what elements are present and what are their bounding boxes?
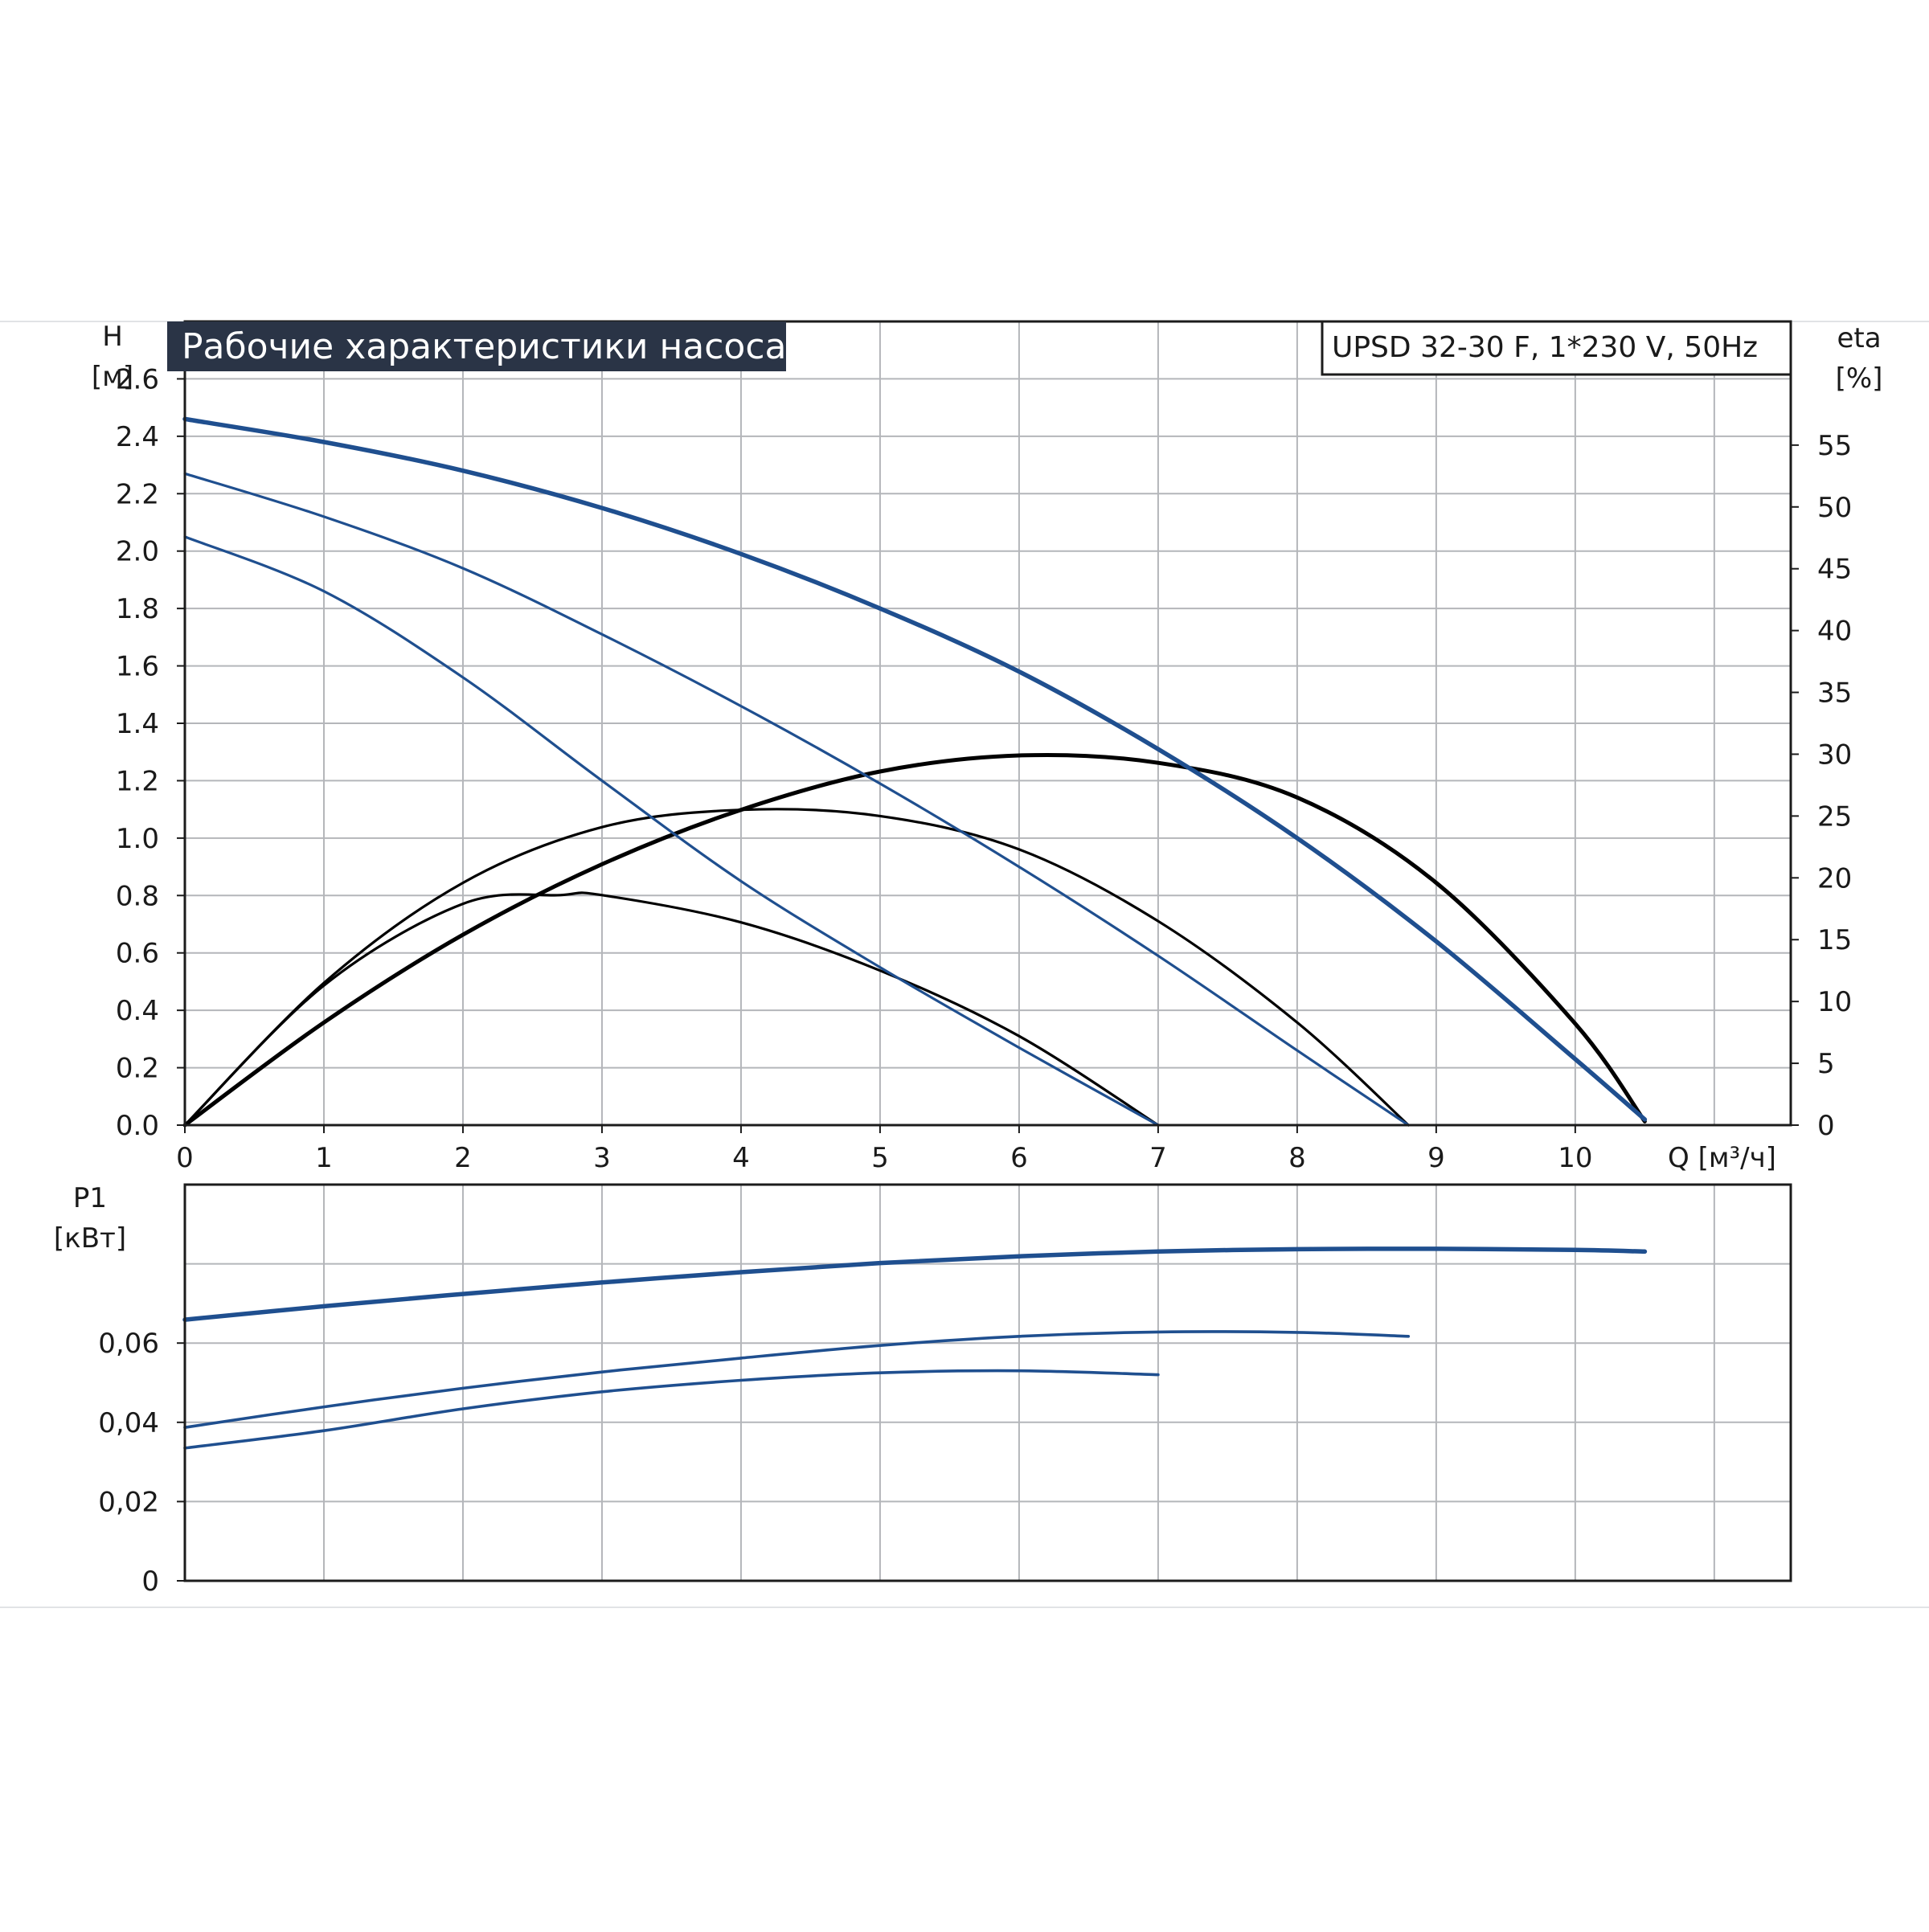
eta-tick-label: 15 xyxy=(1817,924,1852,956)
x-tick-label: 3 xyxy=(593,1142,611,1174)
p1-axis-label: P1 xyxy=(73,1182,107,1214)
efficiency-curve-3 xyxy=(183,891,1160,1127)
h-tick-label: 2.2 xyxy=(116,478,159,510)
h-tick-label: 0.8 xyxy=(116,880,159,912)
x-tick-label: 8 xyxy=(1288,1142,1306,1174)
lower-plot-frame xyxy=(183,1183,1792,1582)
eta-tick-label: 20 xyxy=(1817,862,1852,894)
x-tick-label: 2 xyxy=(454,1142,472,1174)
x-tick-label: 6 xyxy=(1010,1142,1028,1174)
h-tick-label: 0.2 xyxy=(116,1053,159,1085)
model-label: UPSD 32-30 F, 1*230 V, 50Hz xyxy=(1332,331,1758,364)
x-tick-label: 7 xyxy=(1149,1142,1167,1174)
h-tick-label: 2.4 xyxy=(116,421,159,453)
p1-tick-label: 0,04 xyxy=(98,1407,159,1439)
upper-ticks: 0 1 2 3 4 5 6 7 8 9 100.00.20.40.60.81.01.21.41.61… xyxy=(116,363,1852,1174)
eta-tick-label: 55 xyxy=(1817,430,1852,462)
h-axis-label: H xyxy=(102,321,123,353)
head-curve-1 xyxy=(182,416,1648,1122)
x-tick-label: 4 xyxy=(732,1142,750,1174)
q-axis-label: Q [м³/ч] xyxy=(1668,1142,1776,1174)
eta-tick-label: 25 xyxy=(1817,800,1852,833)
lower-grid xyxy=(185,1185,1791,1581)
x-tick-label: 10 xyxy=(1558,1142,1592,1174)
h-tick-label: 1.2 xyxy=(116,765,159,797)
h-tick-label: 0.0 xyxy=(116,1110,159,1142)
head-curve-3 xyxy=(183,535,1160,1127)
p1-tick-label: 0 xyxy=(141,1566,159,1598)
h-tick-label: 1.0 xyxy=(116,823,159,855)
eta-tick-label: 40 xyxy=(1817,616,1852,648)
eta-tick-label: 50 xyxy=(1817,492,1852,524)
efficiency-curve-1 xyxy=(182,752,1647,1128)
x-tick-label: 0 xyxy=(176,1142,194,1174)
eta-axis-unit: [%] xyxy=(1836,362,1883,395)
p1-axis-unit: [кВт] xyxy=(54,1222,126,1255)
x-tick-label: 1 xyxy=(315,1142,333,1174)
head-curve-2 xyxy=(183,472,1410,1127)
eta-tick-label: 30 xyxy=(1817,739,1852,771)
chart-title: Рабочие характеристики насоса xyxy=(182,326,786,367)
eta-tick-label: 0 xyxy=(1817,1110,1835,1142)
h-tick-label: 0.4 xyxy=(116,995,159,1027)
eta-tick-label: 35 xyxy=(1817,677,1852,710)
power-curve-2 xyxy=(183,1330,1411,1429)
power-curve-1 xyxy=(182,1246,1648,1322)
model-box xyxy=(1321,320,1792,376)
x-tick-label: 9 xyxy=(1427,1142,1445,1174)
lower-series xyxy=(182,1246,1648,1450)
h-tick-label: 0.6 xyxy=(116,938,159,970)
upper-grid xyxy=(185,321,1791,1125)
eta-tick-label: 10 xyxy=(1817,986,1852,1018)
h-tick-label: 1.4 xyxy=(116,708,159,740)
h-tick-label: 1.8 xyxy=(116,593,159,625)
eta-tick-label: 45 xyxy=(1817,554,1852,586)
x-tick-label: 5 xyxy=(871,1142,889,1174)
h-tick-label: 2.0 xyxy=(116,536,159,568)
efficiency-curve-2 xyxy=(183,808,1410,1127)
eta-tick-label: 5 xyxy=(1817,1048,1835,1080)
eta-axis-label: eta xyxy=(1837,322,1881,354)
upper-series xyxy=(182,416,1648,1128)
p1-tick-label: 0,06 xyxy=(98,1328,159,1360)
h-tick-label: 2.6 xyxy=(116,363,159,395)
h-axis-unit: [м] xyxy=(92,361,133,393)
power-curve-3 xyxy=(183,1369,1160,1450)
lower-ticks: 0 0,02 0,04 0,06 xyxy=(98,1328,185,1598)
h-tick-label: 1.6 xyxy=(116,651,159,683)
title-banner xyxy=(167,321,786,371)
p1-tick-label: 0,02 xyxy=(98,1486,159,1518)
